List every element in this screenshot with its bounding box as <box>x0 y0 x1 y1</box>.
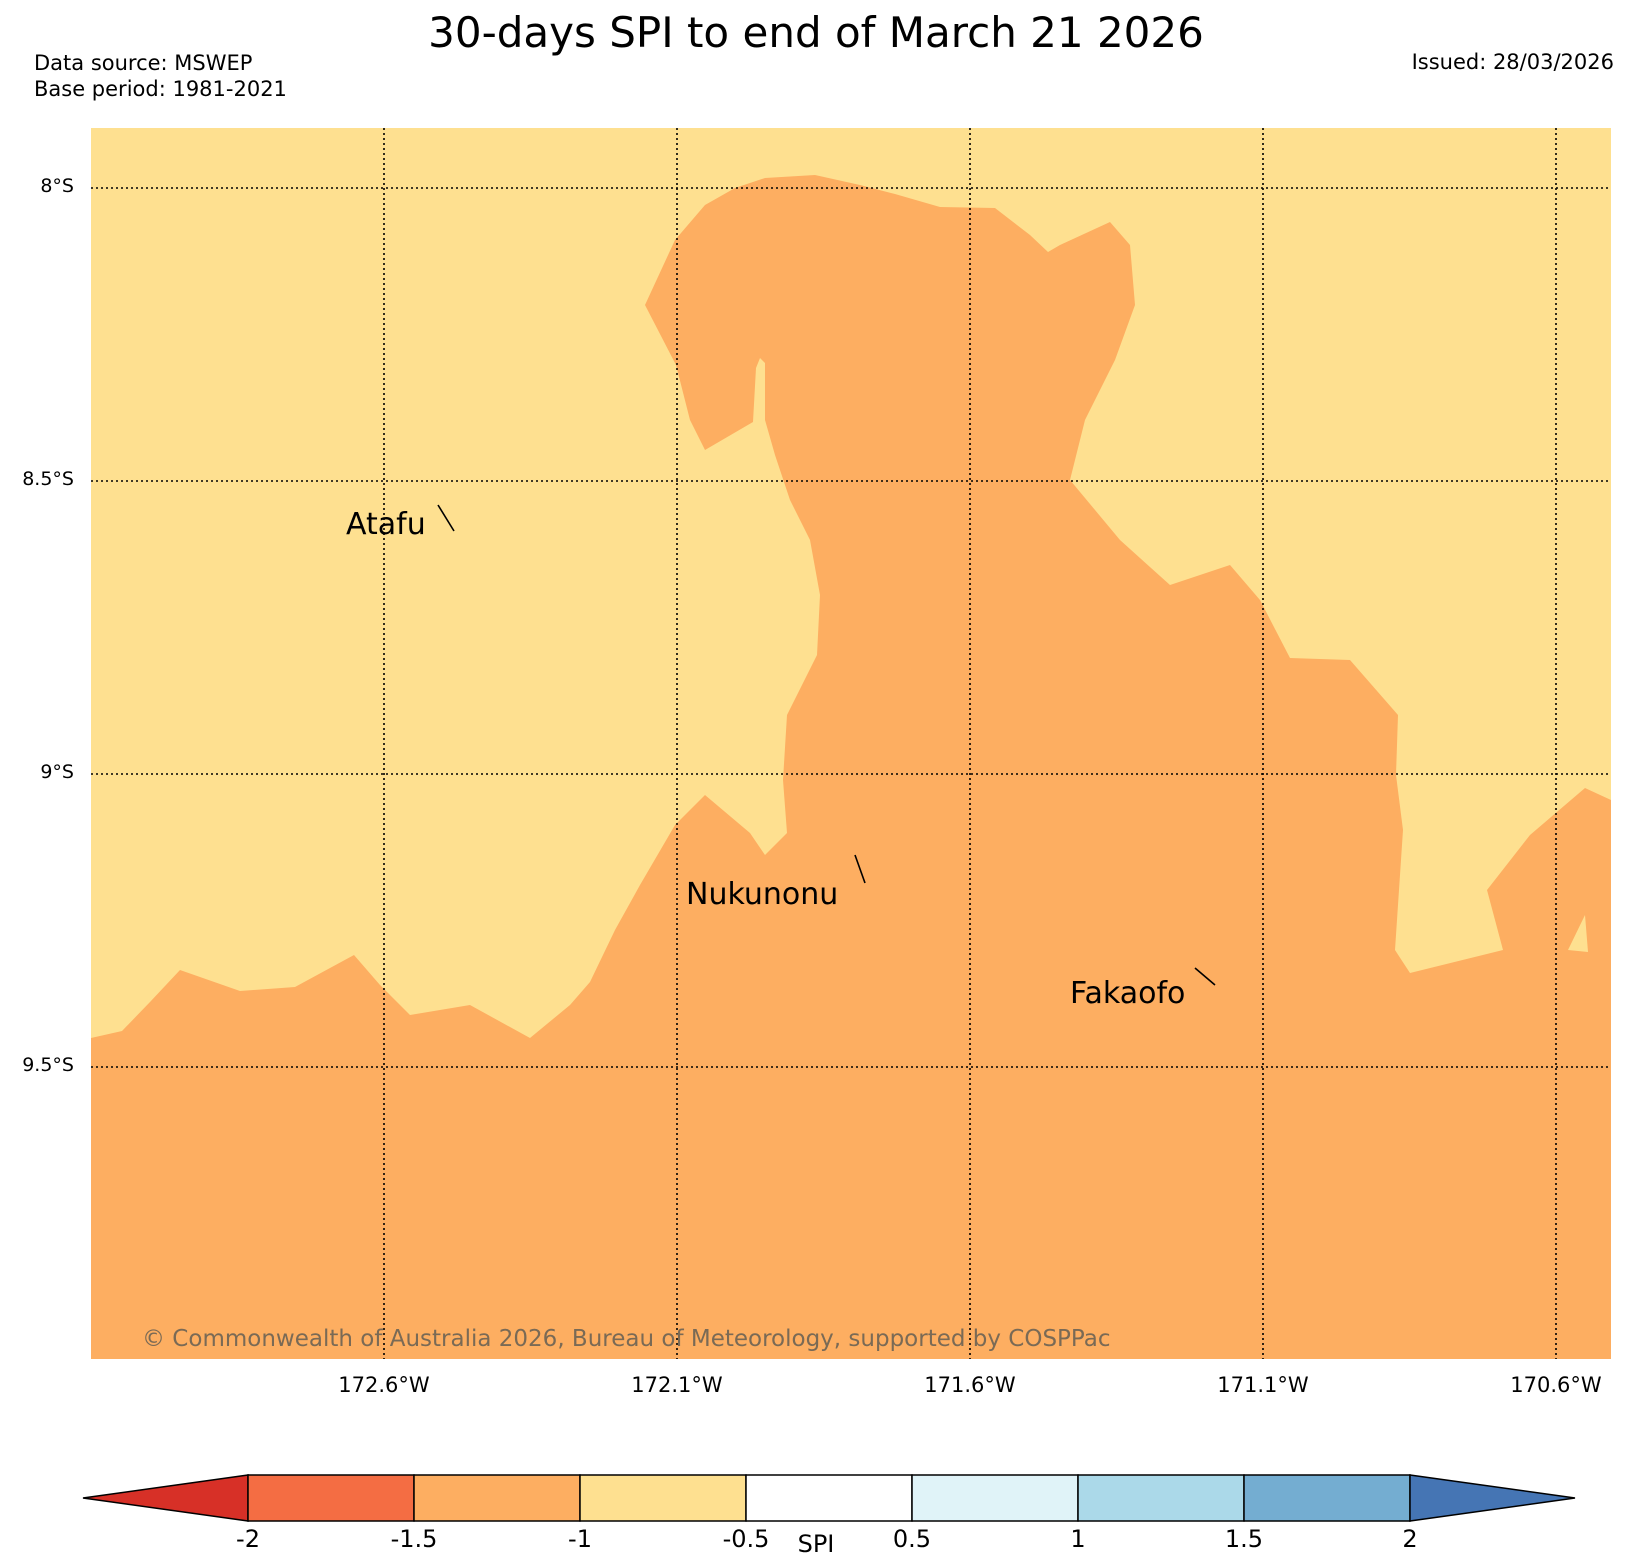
colorbar-tick: 2 <box>1402 1525 1418 1553</box>
colorbar-bin-1 <box>247 1474 415 1522</box>
colorbar-bin-5 <box>911 1474 1079 1522</box>
lon-label: 171.6°W <box>924 1373 1016 1397</box>
graticule <box>91 128 1611 1359</box>
nukunonu-marker <box>854 854 866 884</box>
colorbar-extend-high <box>1409 1474 1576 1522</box>
lon-label: 172.1°W <box>631 1373 723 1397</box>
lat-label: 8.5°S <box>22 468 74 490</box>
colorbar-tick: 0.5 <box>892 1525 932 1553</box>
colorbar-tick: -0.5 <box>722 1525 770 1553</box>
colorbar <box>82 1474 1576 1522</box>
lat-label: 9.5°S <box>22 1054 74 1076</box>
spi-small-notch <box>1568 915 1588 952</box>
colorbar-tick: -1 <box>568 1525 592 1553</box>
place-label-atafu: Atafu <box>346 507 426 542</box>
colorbar-bin-2 <box>413 1474 581 1522</box>
colorbar-tick: 1.5 <box>1224 1525 1264 1553</box>
lat-label: 8°S <box>40 175 74 197</box>
colorbar-bin-4 <box>745 1474 913 1522</box>
map-title: 30-days SPI to end of March 21 2026 <box>428 8 1204 57</box>
place-label-fakaofo: Fakaofo <box>1070 976 1186 1011</box>
data-source-text: Data source: MSWEP <box>34 51 253 75</box>
atafu-marker <box>437 504 455 532</box>
colorbar-bin-6 <box>1077 1474 1245 1522</box>
issued-date: Issued: 28/03/2026 <box>1411 50 1614 74</box>
colorbar-label: SPI <box>797 1530 835 1558</box>
base-period-text: Base period: 1981-2021 <box>34 77 287 101</box>
lat-label: 9°S <box>40 761 74 783</box>
copyright-notice: © Commonwealth of Australia 2026, Bureau… <box>142 1326 1111 1352</box>
place-label-nukunonu: Nukunonu <box>686 877 839 912</box>
lon-label: 170.6°W <box>1510 1373 1602 1397</box>
colorbar-tick: -2 <box>236 1525 260 1553</box>
lon-label: 172.6°W <box>338 1373 430 1397</box>
spi-dry-region <box>91 175 1611 1359</box>
source-info: Data source: MSWEP Base period: 1981-202… <box>34 50 287 102</box>
colorbar-extend-low <box>82 1474 249 1522</box>
colorbar-bin-7 <box>1243 1474 1411 1522</box>
colorbar-tick: -1.5 <box>390 1525 438 1553</box>
lon-label: 171.1°W <box>1217 1373 1309 1397</box>
colorbar-tick: 1 <box>1070 1525 1086 1553</box>
colorbar-bin-3 <box>579 1474 747 1522</box>
fakaofo-marker <box>1194 967 1216 986</box>
